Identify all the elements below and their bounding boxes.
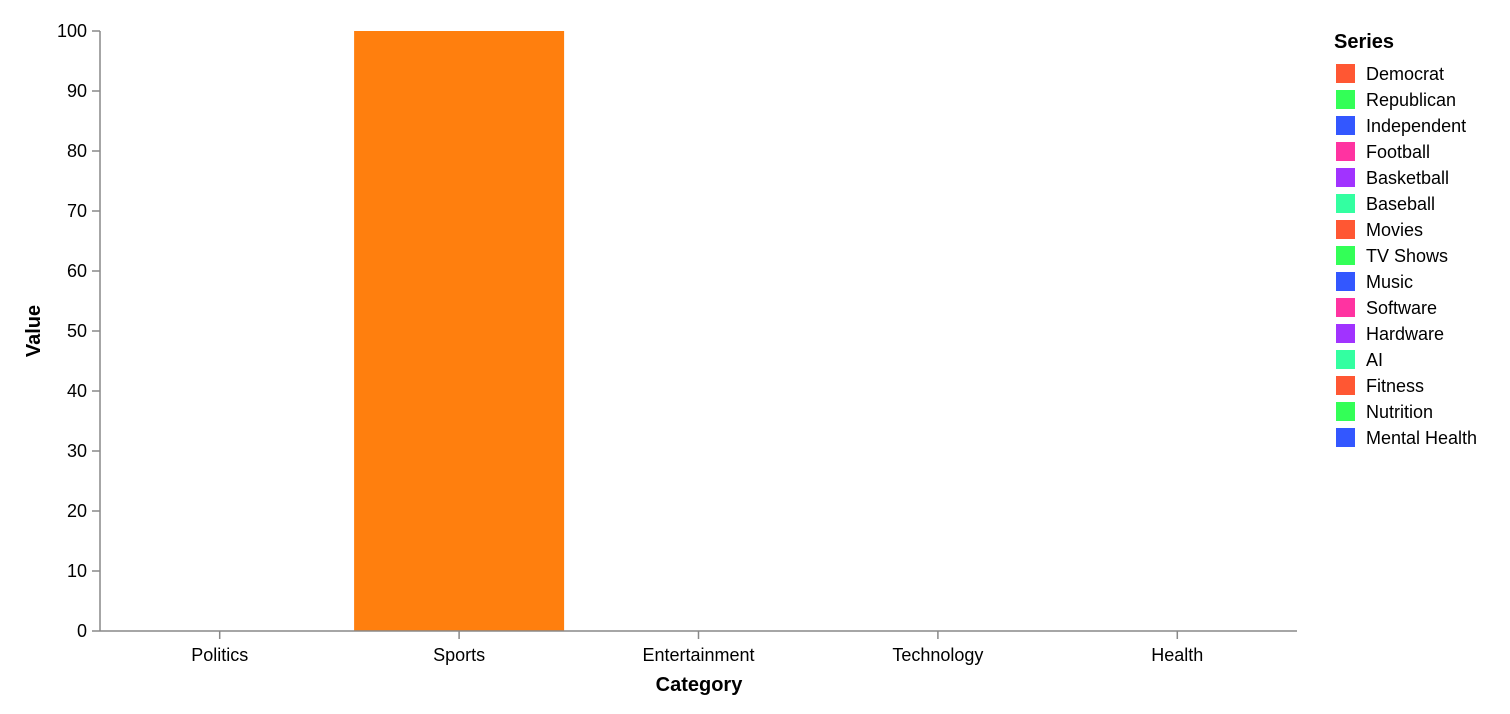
legend-label: Nutrition — [1366, 402, 1433, 422]
x-tick-label: Health — [1151, 645, 1203, 665]
bar-sports — [354, 31, 565, 631]
y-tick-label: 20 — [67, 501, 87, 521]
x-tick-label: Technology — [892, 645, 983, 665]
x-tick-label: Politics — [191, 645, 248, 665]
legend-swatch — [1336, 324, 1355, 343]
legend-label: AI — [1366, 350, 1383, 370]
legend-label: Basketball — [1366, 168, 1449, 188]
legend-label: Republican — [1366, 90, 1456, 110]
x-tick-label: Entertainment — [642, 645, 754, 665]
legend-title: Series — [1334, 31, 1394, 53]
legend-swatch — [1336, 90, 1355, 109]
y-axis-title: Value — [23, 305, 45, 357]
legend-swatch — [1336, 194, 1355, 213]
legend-swatch — [1336, 376, 1355, 395]
legend-label: Fitness — [1366, 376, 1424, 396]
legend-swatch — [1336, 428, 1355, 447]
legend: Series Democrat Republican Independent Foot… — [1334, 31, 1477, 448]
legend-swatch — [1336, 402, 1355, 421]
legend-swatch — [1336, 168, 1355, 187]
y-tick-label: 100 — [57, 21, 87, 41]
legend-label: Hardware — [1366, 324, 1444, 344]
legend-label: Movies — [1366, 220, 1423, 240]
y-tick-label: 60 — [67, 261, 87, 281]
legend-swatch — [1336, 64, 1355, 83]
legend-swatch — [1336, 350, 1355, 369]
legend-swatch — [1336, 298, 1355, 317]
y-tick-label: 30 — [67, 441, 87, 461]
legend-label: Independent — [1366, 116, 1466, 136]
legend-swatch — [1336, 272, 1355, 291]
bars-layer — [354, 31, 565, 631]
legend-label: Software — [1366, 298, 1437, 318]
y-tick-label: 90 — [67, 81, 87, 101]
legend-label: Football — [1366, 142, 1430, 162]
legend-swatch — [1336, 142, 1355, 161]
y-tick-label: 0 — [77, 621, 87, 641]
y-tick-label: 40 — [67, 381, 87, 401]
y-tick-label: 70 — [67, 201, 87, 221]
y-tick-label: 80 — [67, 141, 87, 161]
y-tick-label: 10 — [67, 561, 87, 581]
legend-label: Baseball — [1366, 194, 1435, 214]
legend-label: Mental Health — [1366, 428, 1477, 448]
legend-label: Democrat — [1366, 64, 1444, 84]
x-axis: Politics Sports Entertainment Technology Hea… — [100, 630, 1297, 665]
x-tick-label: Sports — [433, 645, 485, 665]
y-axis: 0 10 20 30 40 50 60 70 80 90 100 — [57, 21, 101, 641]
y-tick-label: 50 — [67, 321, 87, 341]
legend-swatch — [1336, 246, 1355, 265]
x-axis-title: Category — [656, 674, 744, 696]
legend-swatch — [1336, 220, 1355, 239]
legend-swatch — [1336, 116, 1355, 135]
legend-label: TV Shows — [1366, 246, 1448, 266]
legend-label: Music — [1366, 272, 1413, 292]
